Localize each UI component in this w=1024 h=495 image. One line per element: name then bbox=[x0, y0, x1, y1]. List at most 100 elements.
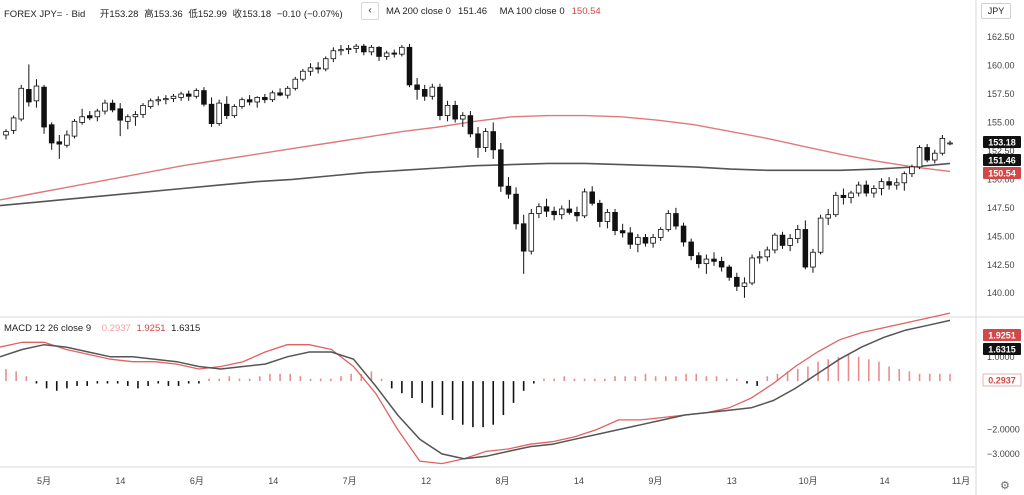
price-tick-label: 142.50 bbox=[987, 260, 1015, 270]
candlestick-series[interactable] bbox=[3, 43, 953, 298]
candle-up bbox=[833, 194, 839, 216]
candle-down bbox=[41, 86, 47, 128]
candle-down bbox=[718, 260, 725, 268]
candle-up bbox=[284, 87, 291, 96]
badge-ma100 bbox=[983, 167, 1021, 179]
price-tick-label: 162.50 bbox=[987, 32, 1015, 42]
badge-ma200-label: 151.46 bbox=[988, 156, 1016, 166]
badge-price bbox=[983, 136, 1021, 148]
currency-unit-button[interactable]: JPY bbox=[981, 3, 1011, 19]
candle-down bbox=[262, 97, 268, 101]
candle-down bbox=[779, 234, 786, 246]
time-tick-label: 7月 bbox=[343, 476, 357, 486]
badge-ma100-label: 150.54 bbox=[988, 169, 1016, 179]
macd-signal-value: 1.9251 bbox=[136, 323, 166, 334]
candle-up bbox=[125, 116, 131, 122]
candle-down bbox=[117, 108, 123, 121]
candle-down bbox=[86, 115, 93, 119]
price-tick-label: 155.00 bbox=[987, 117, 1015, 127]
candle-up bbox=[178, 93, 184, 98]
candle-up bbox=[939, 137, 946, 154]
macd-tick-label: 1.0000 bbox=[987, 352, 1015, 362]
time-tick-label: 10月 bbox=[799, 476, 818, 486]
candle-up bbox=[855, 184, 862, 194]
candle-up bbox=[216, 102, 222, 124]
candle-down bbox=[543, 206, 550, 212]
candle-down bbox=[224, 103, 230, 117]
candle-down bbox=[376, 46, 382, 57]
candle-down bbox=[414, 84, 420, 90]
candle-up bbox=[909, 166, 915, 175]
close-value: 153.18 bbox=[242, 9, 272, 20]
macd-label[interactable]: MACD 12 26 close 9 bbox=[4, 323, 92, 334]
ma100-line bbox=[0, 114, 951, 201]
candle-down bbox=[277, 92, 283, 96]
price-tick-label: 157.50 bbox=[987, 89, 1015, 99]
candle-up bbox=[239, 99, 245, 107]
badge-price-label: 153.18 bbox=[988, 138, 1016, 148]
candle-up bbox=[102, 102, 108, 112]
candle-down bbox=[802, 229, 809, 268]
ma100-value: 150.54 bbox=[571, 6, 601, 17]
candle-up bbox=[604, 211, 611, 222]
candle-down bbox=[726, 266, 732, 278]
candle-up bbox=[33, 85, 40, 102]
candle-down bbox=[246, 99, 253, 103]
candle-up bbox=[893, 182, 900, 186]
badge-hist-label: 0.2937 bbox=[988, 376, 1016, 386]
candle-up bbox=[307, 67, 314, 72]
moving-average-lines bbox=[0, 114, 951, 207]
candle-up bbox=[132, 114, 139, 118]
candle-up bbox=[901, 173, 908, 184]
candle-up bbox=[322, 58, 329, 70]
ma200-label[interactable]: MA 200 close 0 bbox=[386, 6, 451, 17]
candle-down bbox=[520, 223, 527, 252]
candle-up bbox=[932, 152, 938, 161]
time-tick-label: 5月 bbox=[37, 476, 51, 486]
candle-up bbox=[353, 45, 359, 49]
candle-up bbox=[170, 95, 177, 99]
collapse-legend-button[interactable]: ‹ bbox=[361, 2, 379, 20]
macd-legend: MACD 12 26 close 9 0.2937 1.9251 1.6315 bbox=[4, 323, 203, 334]
badge-signal-label: 1.9251 bbox=[988, 331, 1016, 341]
candle-down bbox=[574, 211, 580, 217]
price-tick-label: 150.00 bbox=[987, 174, 1015, 184]
candle-up bbox=[94, 110, 101, 118]
candle-up bbox=[444, 104, 451, 117]
candle-up bbox=[825, 214, 831, 219]
candle-up bbox=[794, 229, 801, 239]
time-axis[interactable]: 5月 14 6月 14 7月 12 8月 14 9月 13 10月 14 11月 bbox=[37, 476, 970, 486]
ma100-label[interactable]: MA 100 close 0 bbox=[499, 6, 565, 17]
ma200-line bbox=[0, 162, 951, 207]
settings-gear-icon[interactable]: ⚙ bbox=[1000, 480, 1010, 492]
badge-signal bbox=[983, 329, 1021, 341]
candle-down bbox=[840, 194, 847, 198]
price-tick-label: 145.00 bbox=[987, 231, 1015, 241]
candle-up bbox=[330, 50, 337, 60]
candle-down bbox=[421, 89, 428, 97]
candle-down bbox=[627, 232, 634, 245]
candle-down bbox=[680, 225, 687, 243]
open-label: 开 bbox=[99, 9, 110, 20]
price-axis[interactable]: 140.00 142.50 145.00 147.50 150.00 152.50 155.… bbox=[987, 32, 1020, 459]
axis-badges: 153.18 151.46 150.54 1.9251 1.6315 0.2937 bbox=[982, 136, 1022, 387]
time-tick-label: 13 bbox=[727, 476, 737, 486]
candle-down bbox=[863, 184, 870, 194]
symbol-name[interactable]: FOREX JPY= bbox=[4, 9, 63, 20]
badge-macd bbox=[983, 343, 1021, 355]
candle-up bbox=[764, 249, 771, 258]
candle-down bbox=[696, 255, 702, 265]
time-tick-label: 12 bbox=[421, 476, 431, 486]
candle-up bbox=[18, 87, 24, 120]
candle-up bbox=[163, 98, 169, 101]
candle-down bbox=[566, 208, 573, 213]
candle-down bbox=[734, 276, 740, 287]
candle-down bbox=[201, 90, 207, 105]
candle-up bbox=[650, 237, 656, 244]
high-label: 高 bbox=[144, 9, 154, 20]
candle-up bbox=[878, 181, 885, 189]
candle-up bbox=[749, 257, 755, 284]
candle-up bbox=[665, 213, 672, 230]
price-tick-label: 140.00 bbox=[987, 288, 1015, 298]
